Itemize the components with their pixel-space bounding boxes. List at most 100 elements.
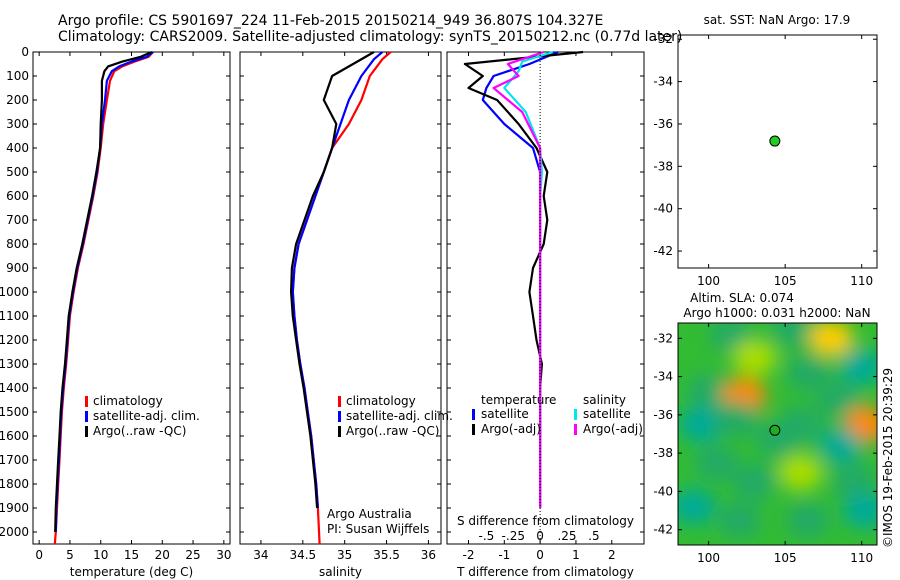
legend-swatch bbox=[85, 396, 88, 407]
y-tick-label: -32 bbox=[653, 32, 673, 46]
heatmap-cell bbox=[839, 349, 877, 386]
heatmap-cell bbox=[686, 373, 731, 410]
heatmap-cell bbox=[842, 492, 877, 529]
x-tick-label: 25 bbox=[185, 548, 200, 562]
top-tick-label: -.5 bbox=[479, 529, 495, 543]
top-axis-label: S difference from climatology bbox=[457, 514, 634, 528]
series-line-3 bbox=[54, 50, 153, 533]
map-frame bbox=[677, 322, 878, 546]
heatmap-cell bbox=[732, 463, 777, 500]
legend-swatch bbox=[338, 426, 341, 437]
legend-swatch bbox=[338, 411, 341, 422]
map-frame bbox=[677, 34, 878, 269]
plot-frame bbox=[239, 51, 442, 545]
x-axis-label: salinity bbox=[319, 565, 362, 579]
x-tick-label: 36 bbox=[421, 548, 436, 562]
legend-label: Argo(-adj) bbox=[481, 422, 541, 436]
legend-heading: temperature bbox=[481, 393, 556, 407]
y-tick-label: 600 bbox=[6, 189, 29, 203]
legend-label: Argo(..raw -QC) bbox=[346, 424, 439, 438]
header-line-1: Argo profile: CS 5901697_224 11-Feb-2015… bbox=[58, 13, 604, 29]
x-tick-label: 15 bbox=[124, 548, 139, 562]
legend-label: satellite-adj. clim. bbox=[346, 409, 453, 423]
legend-swatch bbox=[85, 426, 88, 437]
y-tick-label: 1100 bbox=[0, 309, 29, 323]
x-axis-label: temperature (deg C) bbox=[70, 565, 193, 579]
y-tick-label: 2000 bbox=[0, 525, 29, 539]
y-tick-label: -38 bbox=[653, 159, 673, 173]
plot-frame bbox=[446, 51, 645, 545]
heatmap-cell bbox=[786, 502, 831, 539]
legend-swatch bbox=[472, 409, 475, 420]
x-tick-label: 110 bbox=[850, 551, 873, 565]
series-line-2 bbox=[463, 50, 584, 508]
y-tick-label: 1000 bbox=[0, 285, 29, 299]
heatmap-cell bbox=[778, 454, 823, 491]
profile-panel-3: -2 -1 0 1 2 T difference from climatology -.5-… bbox=[446, 50, 645, 579]
legend-label: satellite-adj. clim. bbox=[93, 409, 200, 423]
y-tick-label: 1300 bbox=[0, 357, 29, 371]
x-tick-label: 100 bbox=[697, 274, 720, 288]
x-tick-label: 34 bbox=[253, 548, 268, 562]
heatmap-cell bbox=[816, 381, 861, 418]
top-tick-label: 0 bbox=[536, 529, 544, 543]
legend-label: Argo(-adj) bbox=[583, 422, 643, 436]
heatmap-cell bbox=[770, 323, 815, 347]
series-line-3 bbox=[503, 50, 554, 508]
y-tick-label: 1600 bbox=[0, 429, 29, 443]
x-tick-label: 2 bbox=[608, 548, 616, 562]
x-tick-label: 20 bbox=[155, 548, 170, 562]
x-tick-label: -2 bbox=[463, 548, 475, 562]
x-tick-label: 0 bbox=[536, 548, 544, 562]
map-panel-1: 100 105 110 -32 -34 -36 -38 -40 -42 sat. SST: NaN… bbox=[653, 13, 878, 288]
x-tick-label: 30 bbox=[216, 548, 231, 562]
legend-swatch bbox=[85, 411, 88, 422]
y-tick-label: -40 bbox=[653, 202, 673, 216]
y-tick-label: 100 bbox=[6, 69, 29, 83]
x-tick-label: 10 bbox=[93, 548, 108, 562]
top-tick-label: .5 bbox=[588, 529, 599, 543]
legend-heading: salinity bbox=[583, 393, 626, 407]
y-tick-label: 0 bbox=[21, 45, 29, 59]
float-position-marker bbox=[769, 424, 781, 436]
legend-label: satellite bbox=[583, 407, 631, 421]
heatmap-cell bbox=[832, 463, 877, 500]
map-title: Altim. SLA: 0.074 bbox=[690, 291, 794, 305]
series-line-2 bbox=[54, 51, 154, 533]
y-tick-label: 800 bbox=[6, 237, 29, 251]
y-tick-label: 200 bbox=[6, 93, 29, 107]
map-panel-2: 100 105 110 -32 -34 -36 -38 -40 -42 Altim. SLA: 0… bbox=[653, 291, 878, 565]
legend-swatch bbox=[574, 409, 577, 420]
y-tick-label: -40 bbox=[653, 484, 673, 498]
y-tick-label: 1400 bbox=[0, 381, 29, 395]
x-tick-label: 34.5 bbox=[289, 548, 316, 562]
legend-swatch bbox=[574, 424, 577, 435]
x-tick-label: 0 bbox=[35, 548, 43, 562]
y-tick-label: -42 bbox=[653, 244, 673, 258]
heatmap-cell bbox=[678, 488, 716, 525]
legend-swatch bbox=[472, 424, 475, 435]
x-tick-label: 35 bbox=[337, 548, 352, 562]
x-tick-label: 100 bbox=[697, 551, 720, 565]
top-tick-label: .25 bbox=[557, 529, 576, 543]
x-axis-label: T difference from climatology bbox=[456, 565, 634, 579]
x-tick-label: -1 bbox=[498, 548, 510, 562]
heatmap-cell bbox=[678, 406, 723, 443]
top-tick-label: -.25 bbox=[502, 529, 525, 543]
heatmap-cell bbox=[818, 427, 863, 464]
y-tick-label: 700 bbox=[6, 213, 29, 227]
y-tick-label: 1700 bbox=[0, 453, 29, 467]
y-tick-label: -42 bbox=[653, 523, 673, 537]
y-tick-label: -38 bbox=[653, 446, 673, 460]
x-tick-label: 35.5 bbox=[373, 548, 400, 562]
heatmap-blobs bbox=[678, 323, 877, 539]
x-tick-label: 110 bbox=[850, 274, 873, 288]
x-tick-label: 1 bbox=[572, 548, 580, 562]
y-tick-label: 1500 bbox=[0, 405, 29, 419]
pi-text: PI: Susan Wijffels bbox=[327, 522, 429, 536]
y-tick-label: 1800 bbox=[0, 477, 29, 491]
y-tick-label: -36 bbox=[653, 117, 673, 131]
legend-label: satellite bbox=[481, 407, 529, 421]
map-title: sat. SST: NaN Argo: 17.9 bbox=[704, 13, 851, 27]
